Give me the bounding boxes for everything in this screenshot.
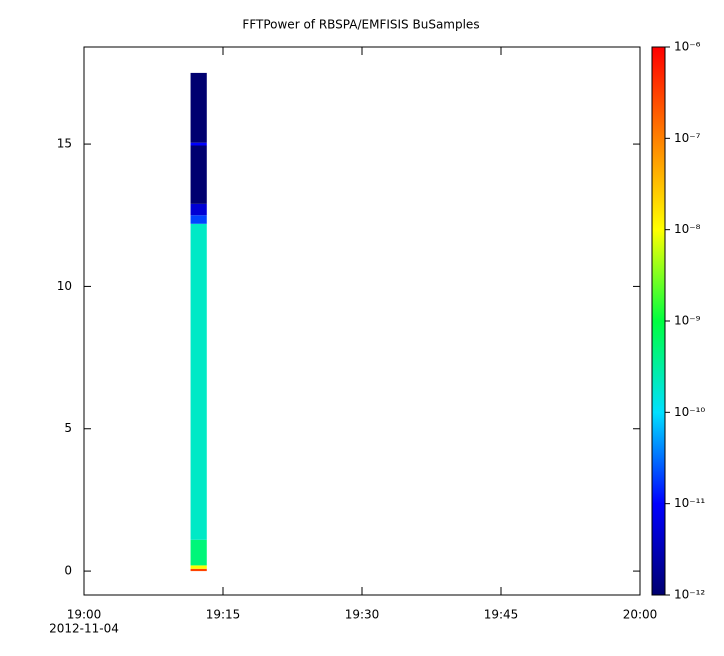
y-tick-label: 10 <box>57 279 72 293</box>
spectrogram-cell <box>190 72 207 143</box>
x-tick-label: 19:30 <box>345 608 380 622</box>
colorbar-tick-label: 10⁻¹¹ <box>674 496 705 510</box>
colorbar-tick-label: 10⁻⁶ <box>674 40 701 54</box>
spectrogram-cell <box>190 215 207 224</box>
colorbar-tick-label: 10⁻⁷ <box>674 131 701 145</box>
y-tick-label: 15 <box>57 137 72 151</box>
spectrogram-cell <box>190 565 207 569</box>
y-tick-label: 5 <box>64 421 72 435</box>
colorbar-tick-label: 10⁻⁹ <box>674 314 701 328</box>
chart-title: FFTPower of RBSPA/EMFISIS BuSamples <box>242 18 479 32</box>
x-date-label: 2012-11-04 <box>49 622 119 636</box>
spectrogram-cell <box>190 223 207 540</box>
x-tick-label: 20:00 <box>623 608 658 622</box>
spectrogram-cell <box>190 145 207 204</box>
x-tick-label: 19:00 <box>67 608 102 622</box>
spectrogram-cell <box>190 568 207 572</box>
colorbar-tick-label: 10⁻¹⁰ <box>674 405 705 419</box>
y-tick-label: 0 <box>64 564 72 578</box>
colorbar-tick-label: 10⁻¹² <box>674 588 705 602</box>
colorbar-tick-label: 10⁻⁸ <box>674 222 701 236</box>
spectrogram-cell <box>190 203 207 216</box>
spectrogram-cell <box>190 539 207 566</box>
x-tick-label: 19:45 <box>484 608 519 622</box>
x-tick-label: 19:15 <box>206 608 241 622</box>
plot-frame <box>83 46 641 596</box>
colorbar <box>651 46 666 596</box>
spectrogram-cell <box>190 142 207 146</box>
